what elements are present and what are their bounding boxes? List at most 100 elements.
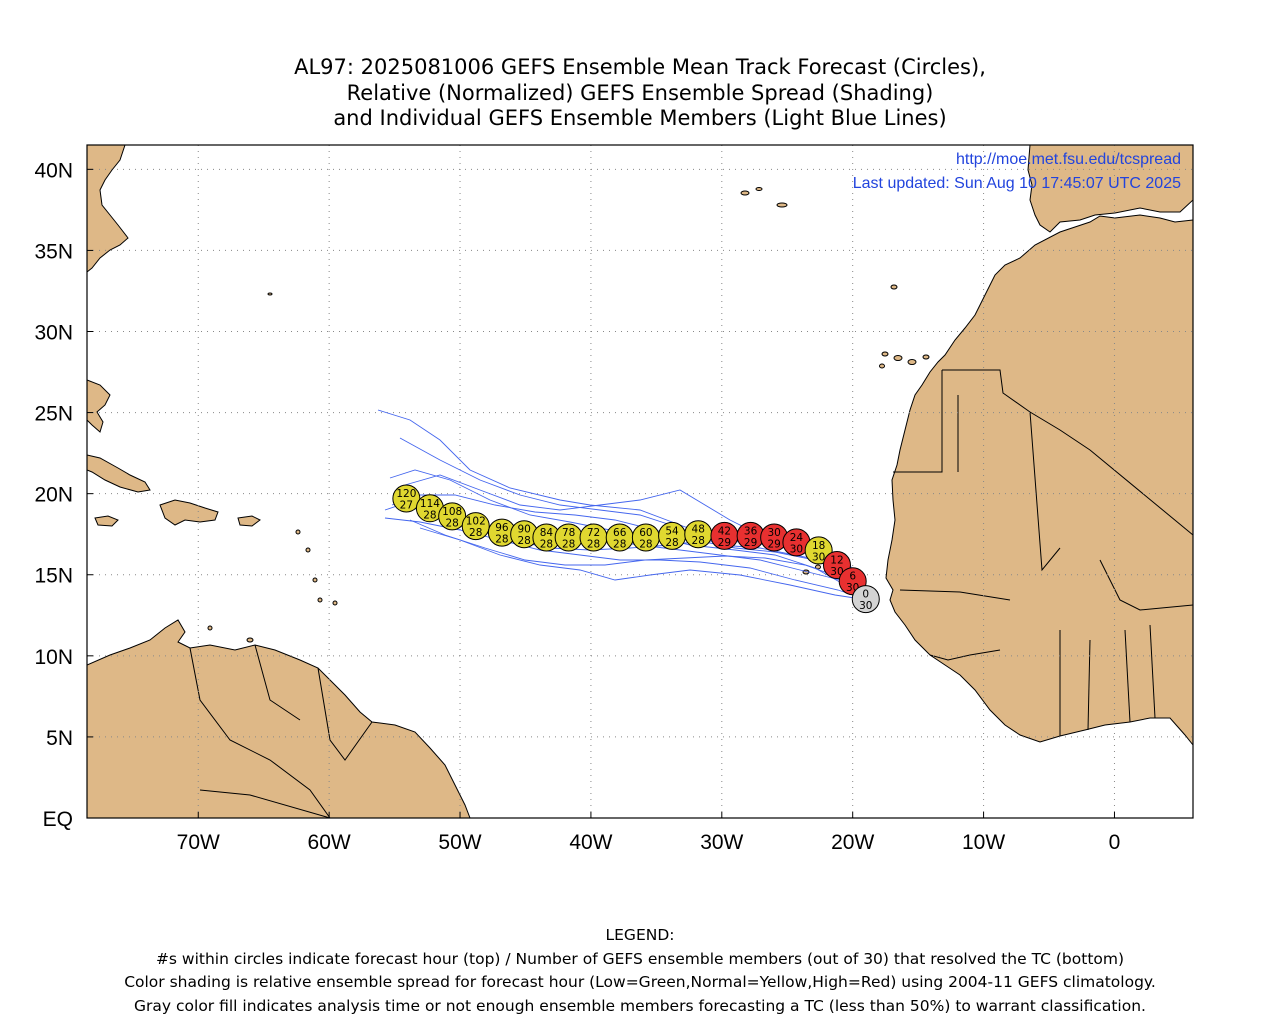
forecast-hour-label: 60 — [639, 527, 652, 539]
lat-label: 40N — [34, 159, 73, 182]
legend-heading: LEGEND: — [605, 926, 675, 944]
title-line-2: Relative (Normalized) GEFS Ensemble Spre… — [346, 80, 934, 105]
member-count-label: 27 — [400, 500, 413, 512]
forecast-hour-label: 108 — [442, 506, 462, 518]
lat-label: 10N — [34, 646, 73, 669]
forecast-hour-label: 36 — [744, 525, 758, 537]
map-frame — [86, 144, 1194, 819]
lon-label: 50W — [438, 831, 481, 854]
last-updated: Last updated: Sun Aug 10 17:45:07 UTC 20… — [853, 175, 1181, 192]
florida-land — [87, 379, 111, 433]
title-line-1: AL97: 2025081006 GEFS Ensemble Mean Trac… — [294, 55, 986, 79]
hispaniola-land — [159, 499, 219, 526]
forecast-hour-label: 102 — [466, 516, 486, 528]
legend-line-2: Color shading is relative ensemble sprea… — [124, 973, 1156, 991]
lon-label: 0 — [1109, 831, 1121, 854]
forecast-hour-label: 12 — [830, 555, 843, 567]
north-america-land — [87, 145, 129, 273]
legend-line-1: #s within circles indicate forecast hour… — [155, 949, 1125, 968]
member-count-label: 29 — [744, 537, 757, 549]
member-count-label: 30 — [859, 600, 872, 612]
forecast-hour-label: 0 — [862, 589, 869, 601]
legend: LEGEND: #s within circles indicate forec… — [0, 924, 1280, 1018]
lon-label: 20W — [831, 831, 874, 854]
lat-label: 25N — [34, 403, 73, 426]
lon-label: 70W — [177, 831, 220, 854]
forecast-hour-label: 54 — [665, 525, 679, 537]
member-count-label: 28 — [562, 538, 575, 550]
forecast-hour-label: 6 — [849, 571, 856, 583]
cuba-land — [87, 454, 151, 493]
forecast-hour-label: 24 — [790, 532, 804, 544]
lon-label: 10W — [962, 831, 1005, 854]
source-url[interactable]: http://moe.met.fsu.edu/tcspread — [956, 151, 1181, 168]
jamaica-land — [94, 515, 119, 527]
lat-label: 15N — [34, 565, 73, 588]
lat-label: 5N — [46, 727, 73, 750]
member-count-label: 28 — [445, 517, 458, 529]
forecast-hour-label: 96 — [495, 522, 509, 534]
forecast-hour-label: 18 — [812, 540, 825, 552]
member-count-label: 28 — [587, 538, 600, 550]
south-america-land — [87, 619, 471, 818]
member-count-label: 29 — [718, 537, 731, 549]
iberia-land — [1027, 145, 1193, 233]
forecast-hour-label: 90 — [517, 524, 530, 536]
graticule — [87, 145, 1193, 819]
lat-label: 35N — [34, 240, 73, 263]
puerto-rico-land — [237, 515, 261, 527]
forecast-hour-label: 84 — [540, 527, 554, 539]
member-count-label: 28 — [495, 534, 508, 546]
forecast-hour-label: 120 — [396, 488, 416, 500]
land-layer — [87, 145, 1193, 818]
member-count-label: 28 — [517, 535, 530, 547]
small-islands — [207, 187, 930, 643]
title-line-3: and Individual GEFS Ensemble Members (Li… — [333, 106, 947, 130]
chart-title: AL97: 2025081006 GEFS Ensemble Mean Trac… — [0, 55, 1280, 132]
longitude-labels: 70W 60W 50W 40W 30W 20W 10W 0 — [177, 831, 1121, 854]
track-point: 030 — [851, 585, 880, 614]
forecast-hour-label: 48 — [692, 524, 705, 536]
lat-label: 30N — [34, 321, 73, 344]
forecast-hour-label: 66 — [613, 527, 627, 539]
member-count-label: 28 — [540, 538, 553, 550]
lon-label: 40W — [569, 831, 612, 854]
member-count-label: 30 — [790, 543, 803, 555]
member-count-label: 28 — [613, 538, 626, 550]
lat-label: 20N — [34, 484, 73, 507]
member-count-label: 28 — [665, 537, 678, 549]
latitude-labels: EQ 5N 10N 15N 20N 25N 30N 35N 40N — [34, 159, 73, 831]
member-count-label: 30 — [812, 551, 825, 563]
lat-label: EQ — [43, 808, 73, 831]
forecast-hour-label: 72 — [587, 527, 600, 539]
member-count-label: 28 — [423, 509, 436, 521]
africa-land — [885, 214, 1193, 746]
lon-label: 30W — [700, 831, 743, 854]
member-count-label: 28 — [692, 535, 705, 547]
member-count-label: 28 — [639, 538, 652, 550]
legend-line-3: Gray color fill indicates analysis time … — [134, 996, 1146, 1015]
track-circle — [851, 585, 880, 614]
forecast-hour-label: 78 — [562, 527, 575, 539]
member-count-label: 28 — [469, 527, 482, 539]
forecast-hour-label: 30 — [767, 527, 780, 539]
country-borders — [189, 369, 1193, 818]
